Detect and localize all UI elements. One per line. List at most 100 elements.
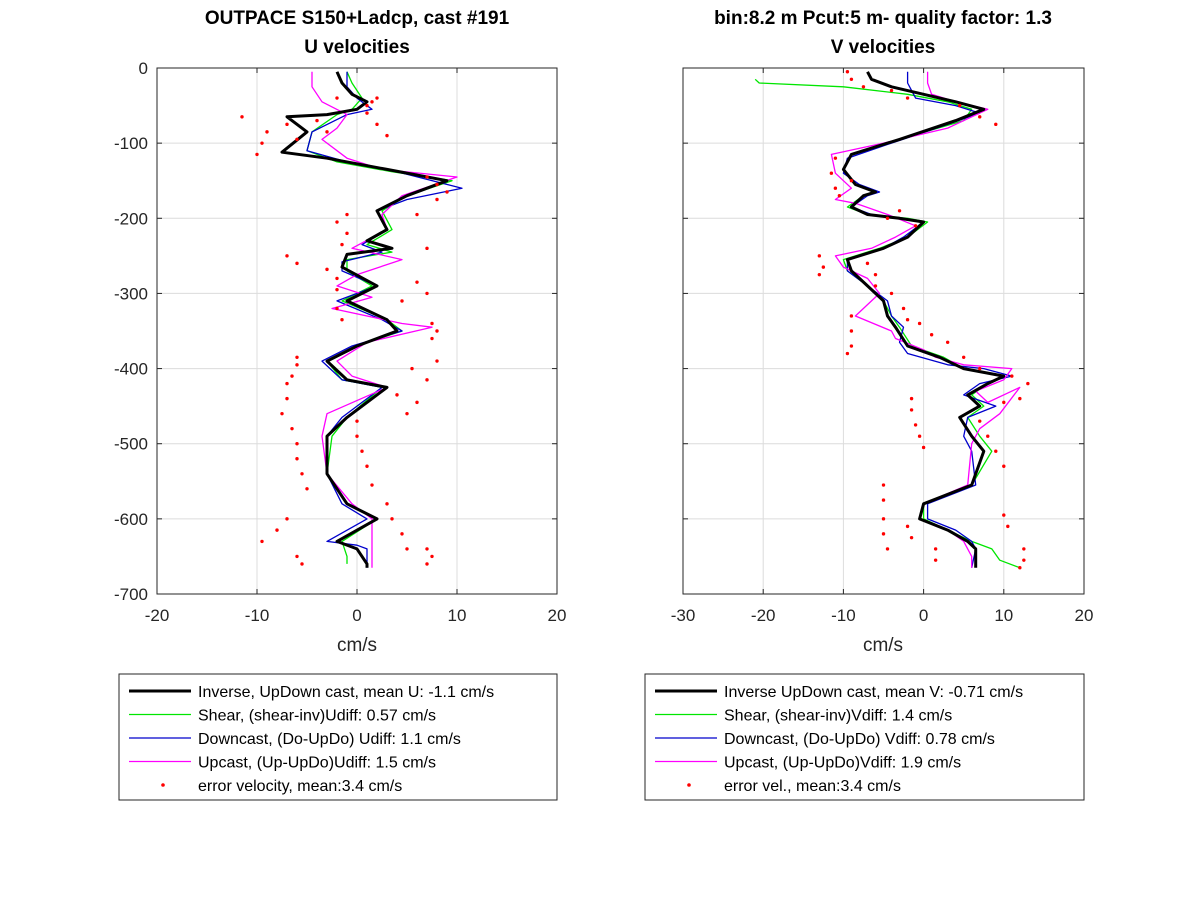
legend-error-label: error velocity, mean:3.4 cm/s (198, 778, 402, 795)
error-velocity-point (240, 115, 244, 119)
error-velocity-point (833, 156, 838, 160)
error-velocity-point (290, 374, 294, 378)
error-velocity-point (1010, 374, 1014, 378)
legend-downcast-label: Downcast, (Do-UpDo) Vdiff: 0.78 cm/s (724, 731, 995, 748)
error-velocity-point (978, 419, 982, 423)
u-velocity-chart: OUTPACE S150+Ladcp, cast #191 U velociti… (114, 8, 567, 801)
error-velocity-point (285, 122, 289, 127)
error-velocity-point (345, 231, 349, 236)
upcast-profile-line (830, 71, 1021, 568)
x-tick-label: -10 (245, 606, 270, 625)
error-velocity-point (1026, 381, 1030, 386)
u-x-tick-labels: -20 -10 0 10 20 (145, 606, 567, 625)
y-tick-label: -500 (114, 435, 148, 454)
error-velocity-point (395, 393, 399, 397)
x-tick-label: -30 (671, 606, 696, 625)
error-velocity-point (335, 276, 339, 281)
error-velocity-point (345, 212, 349, 217)
error-velocity-point (849, 329, 854, 333)
error-velocity-point (845, 351, 850, 356)
error-velocity-point (921, 445, 926, 450)
u-plot-area (240, 71, 463, 568)
error-velocity-point (295, 261, 299, 266)
series-group (754, 70, 1030, 570)
error-velocity-point (280, 411, 284, 416)
error-velocity-point (400, 299, 404, 303)
error-velocity-point (295, 554, 299, 559)
x-tick-label: 0 (919, 606, 928, 625)
error-velocity-point (917, 321, 922, 326)
inverse-profile-line (841, 71, 1006, 568)
error-velocity-point (905, 524, 910, 529)
error-velocity-point (897, 209, 902, 213)
v-chart-title: bin:8.2 m Pcut:5 m- quality factor: 1.3 (714, 8, 1052, 29)
error-velocity-point (933, 547, 938, 551)
error-velocity-point (365, 111, 369, 115)
error-velocity-point (435, 197, 439, 202)
error-velocity-point (335, 96, 339, 100)
error-velocity-point (849, 179, 854, 183)
error-velocity-point (817, 254, 822, 258)
error-velocity-point (978, 115, 982, 119)
error-velocity-point (360, 449, 364, 453)
y-tick-label: -200 (114, 209, 148, 228)
error-velocity-point (1006, 524, 1010, 529)
error-velocity-point (957, 103, 962, 108)
error-velocity-point (837, 194, 842, 198)
error-velocity-point (430, 321, 434, 326)
error-velocity-point (425, 175, 429, 179)
error-velocity-point (821, 265, 826, 269)
error-velocity-point (430, 336, 434, 341)
error-velocity-point (881, 517, 886, 521)
error-velocity-point (435, 359, 439, 363)
error-velocity-point (295, 442, 299, 446)
v-chart-subtitle: V velocities (831, 37, 936, 58)
error-velocity-point (300, 472, 304, 476)
error-velocity-point (340, 318, 344, 322)
error-velocity-point (290, 426, 294, 431)
error-velocity-point (295, 363, 299, 367)
u-x-axis-label: cm/s (337, 635, 377, 656)
error-velocity-point (849, 344, 854, 348)
error-velocity-point (335, 220, 339, 224)
error-velocity-point (905, 318, 910, 322)
error-velocity-point (285, 396, 289, 401)
error-velocity-point (355, 434, 359, 438)
error-velocity-point (945, 340, 950, 344)
error-velocity-point (255, 152, 259, 157)
y-tick-label: 0 (139, 59, 148, 78)
x-tick-label: 10 (994, 606, 1013, 625)
v-axes-box (682, 67, 1085, 595)
error-velocity-point (849, 314, 854, 318)
y-tick-label: -300 (114, 284, 148, 303)
error-velocity-point (909, 408, 914, 412)
u-chart-subtitle: U velocities (304, 37, 410, 58)
error-velocity-point (415, 280, 419, 284)
error-velocity-point (909, 396, 914, 401)
error-velocity-point (335, 287, 339, 292)
error-velocity-point (929, 333, 934, 337)
error-velocity-point (917, 434, 922, 438)
v-velocity-chart: bin:8.2 m Pcut:5 m- quality factor: 1.3 … (644, 8, 1094, 801)
inverse-profile-line (280, 71, 449, 568)
upcast-profile-line (311, 71, 458, 568)
error-velocity-point (817, 272, 822, 277)
error-velocity-point (415, 400, 419, 405)
error-velocity-point (994, 449, 998, 453)
error-velocity-point (375, 122, 379, 127)
error-velocity-point (265, 130, 269, 134)
legend-upcast-label: Upcast, (Up-UpDo)Vdiff: 1.9 cm/s (724, 755, 961, 772)
u-axes-box (156, 67, 558, 595)
v-x-tick-labels: -30 -20 -10 0 10 20 (671, 606, 1094, 625)
error-velocity-point (400, 532, 404, 536)
error-velocity-point (390, 517, 394, 521)
error-velocity-point (305, 487, 309, 491)
error-velocity-point (435, 329, 439, 333)
legend-upcast-label: Upcast, (Up-UpDo)Udiff: 1.5 cm/s (198, 755, 436, 772)
error-velocity-point (425, 562, 429, 566)
error-velocity-point (300, 562, 304, 566)
error-velocity-point (861, 85, 866, 89)
error-velocity-point (962, 355, 966, 359)
error-velocity-point (385, 502, 389, 506)
